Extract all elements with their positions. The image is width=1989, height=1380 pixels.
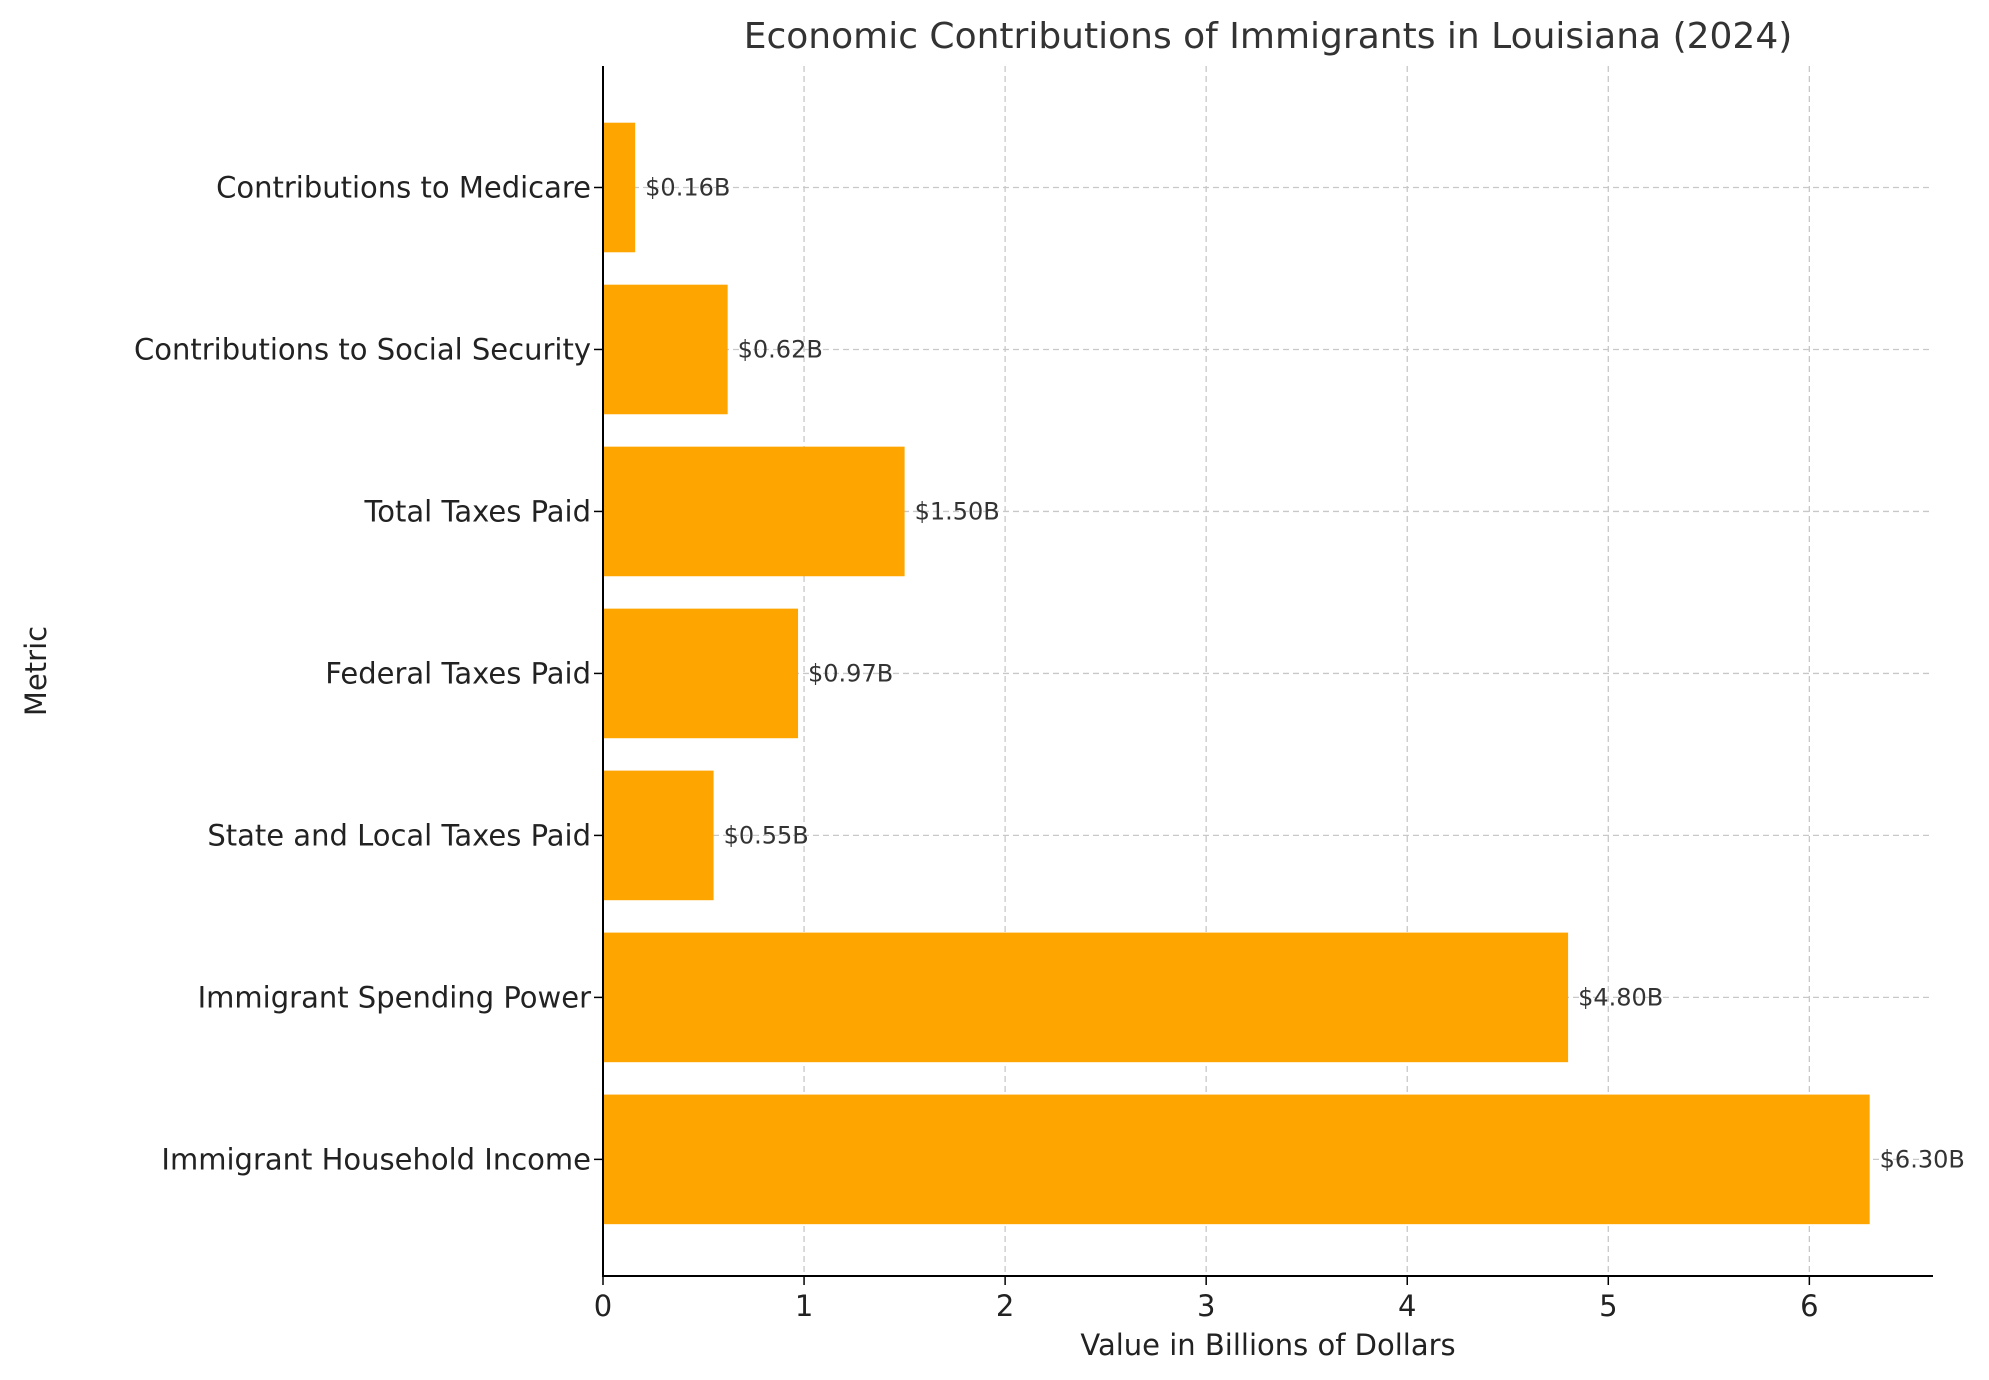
data-label: $1.50B [915,497,1000,525]
x-tick-label: 3 [1197,1289,1215,1323]
grid [602,66,1933,1276]
x-axis-label: Value in Billions of Dollars [1080,1328,1455,1362]
x-axis-ticks: 0 1 2 3 4 5 6 [594,1276,1819,1323]
x-tick-label: 2 [996,1289,1014,1323]
data-label: $4.80B [1578,983,1663,1011]
y-tick-label: State and Local Taxes Paid [207,818,591,852]
x-tick-label: 6 [1800,1289,1818,1323]
data-label: $0.97B [808,659,893,687]
y-tick-label: Contributions to Medicare [216,170,591,204]
y-axis-label: Metric [19,626,53,716]
bar [603,770,714,901]
y-tick-label: Immigrant Spending Power [198,980,591,1014]
x-tick-label: 0 [594,1289,612,1323]
x-tick-label: 5 [1599,1289,1617,1323]
y-tick-label: Federal Taxes Paid [325,656,591,690]
y-tick-label: Contributions to Social Security [134,332,591,366]
bar [603,284,728,415]
y-tick-label: Immigrant Household Income [161,1142,591,1176]
bar [603,446,905,577]
bars [603,122,1870,1225]
bar [603,932,1569,1063]
data-label: $0.62B [738,335,823,363]
x-tick-label: 4 [1398,1289,1416,1323]
data-label: $6.30B [1880,1145,1965,1173]
y-tick-label: Total Taxes Paid [364,494,592,528]
chart-title: Economic Contributions of Immigrants in … [744,16,1793,57]
bar [603,608,799,739]
x-tick-label: 1 [795,1289,813,1323]
bar [603,1094,1870,1225]
y-axis-ticks: Immigrant Household Income Immigrant Spen… [134,170,603,1176]
data-label: $0.55B [724,821,809,849]
data-label: $0.16B [645,173,730,201]
data-labels: $6.30B $4.80B $0.55B $0.97B $1.50B $0.62B $0.1… [645,173,1965,1173]
bar [603,122,636,253]
